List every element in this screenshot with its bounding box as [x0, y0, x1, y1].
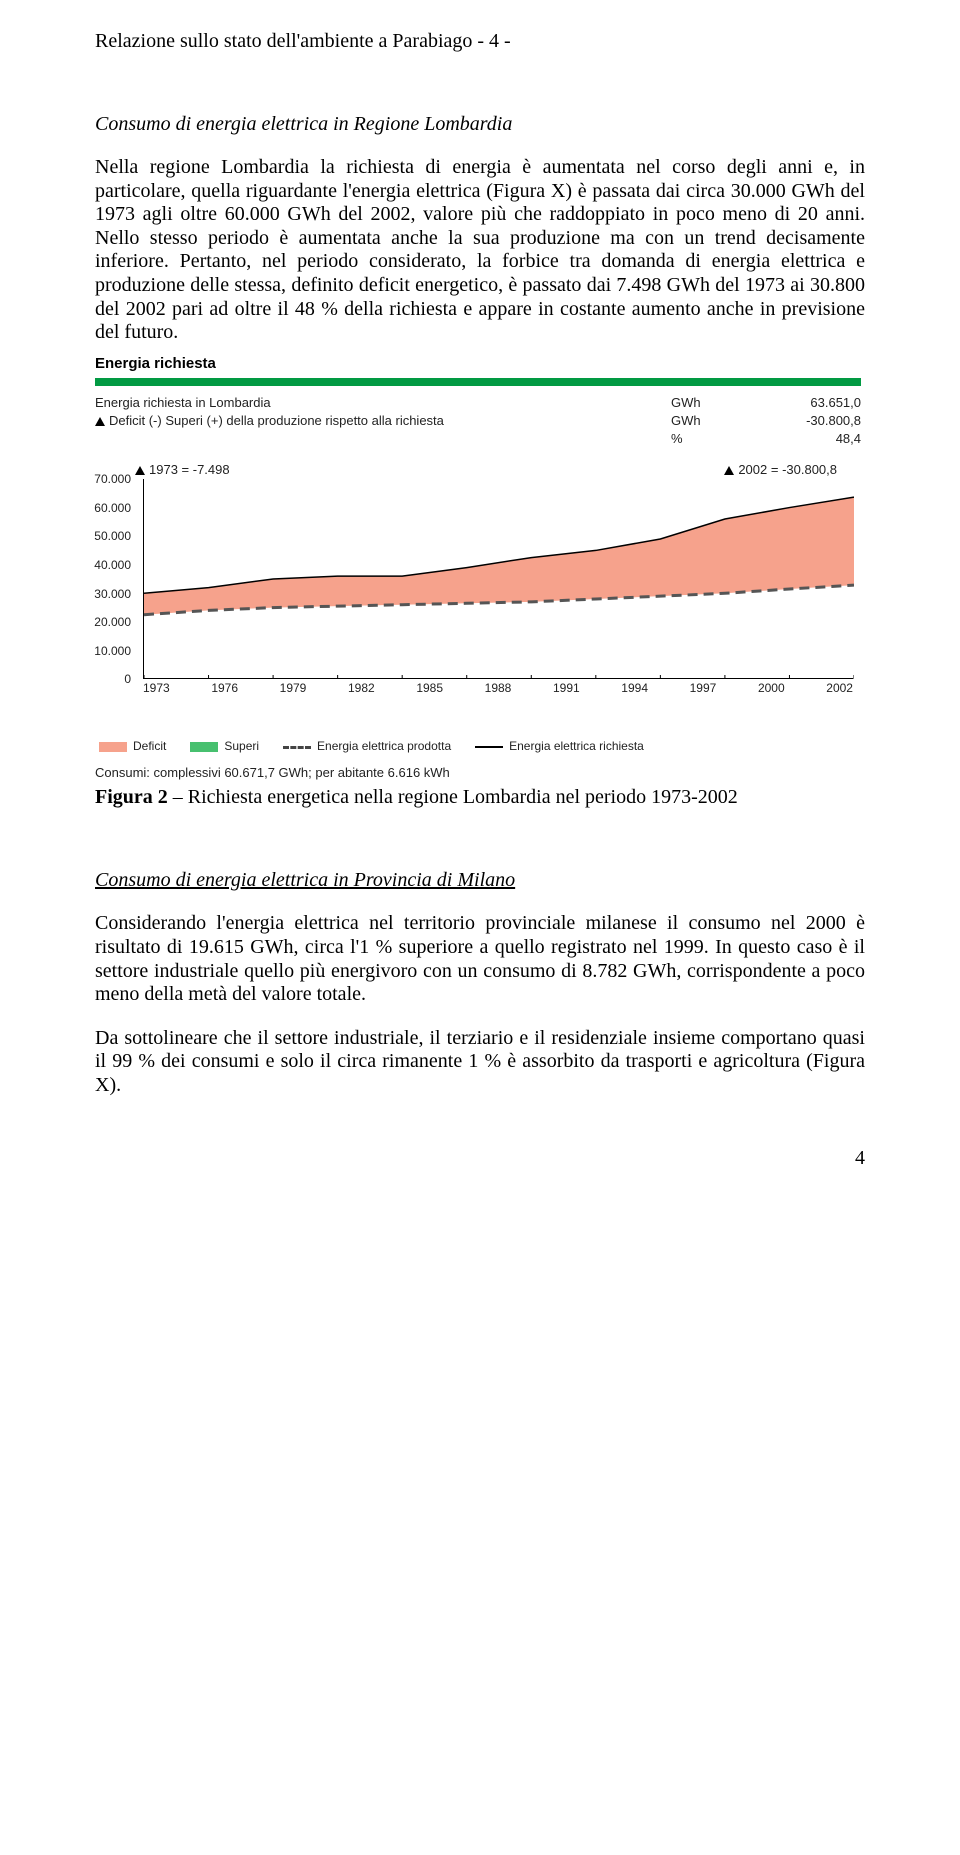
chart-meta: Energia richiesta in LombardiaGWh63.651,…: [95, 394, 861, 449]
x-tick-label: 1976: [211, 681, 238, 695]
paragraph-1: Nella regione Lombardia la richiesta di …: [95, 156, 865, 345]
figure-caption: Figura 2 – Richiesta energetica nella re…: [95, 786, 865, 809]
x-tick-label: 2002: [826, 681, 853, 695]
section1-title: Consumo di energia elettrica in Regione …: [95, 113, 865, 136]
chart-footer: Consumi: complessivi 60.671,7 GWh; per a…: [95, 765, 861, 780]
chart-title: Energia richiesta: [95, 355, 861, 372]
x-tick-label: 1973: [143, 681, 170, 695]
y-tick-label: 60.000: [87, 501, 131, 515]
x-tick-label: 2000: [758, 681, 785, 695]
x-tick-label: 1991: [553, 681, 580, 695]
x-tick-label: 1988: [485, 681, 512, 695]
page-header: Relazione sullo stato dell'ambiente a Pa…: [95, 30, 865, 53]
chart-meta-row: %48,4: [95, 430, 861, 448]
x-axis-labels: 1973 1976 1979 1982 1985 1988 1991 1994 1997 2000…: [143, 681, 853, 695]
x-tick-label: 1985: [416, 681, 443, 695]
energy-chart: Energia richiesta Energia richiesta in L…: [95, 355, 861, 781]
x-tick-label: 1979: [280, 681, 307, 695]
y-tick-label: 20.000: [87, 615, 131, 629]
y-tick-label: 40.000: [87, 558, 131, 572]
chart-meta-row: Energia richiesta in LombardiaGWh63.651,…: [95, 394, 861, 412]
anno-1973: 1973 = -7.498: [135, 462, 230, 477]
paragraph-2: Considerando l'energia elettrica nel ter…: [95, 912, 865, 1006]
x-tick-label: 1994: [621, 681, 648, 695]
paragraph-3: Da sottolineare che il settore industria…: [95, 1027, 865, 1098]
x-tick-label: 1997: [690, 681, 717, 695]
legend-superi: Superi: [190, 739, 259, 753]
y-tick-label: 30.000: [87, 587, 131, 601]
legend-prodotta: Energia elettrica prodotta: [283, 739, 451, 753]
section2-title: Consumo di energia elettrica in Provinci…: [95, 869, 865, 892]
legend-deficit: Deficit: [99, 739, 166, 753]
legend-richiesta: Energia elettrica richiesta: [475, 739, 644, 753]
y-tick-label: 50.000: [87, 529, 131, 543]
x-tick-label: 1982: [348, 681, 375, 695]
y-tick-label: 70.000: [87, 472, 131, 486]
chart-accent-bar: [95, 378, 861, 386]
chart-legend: Deficit Superi Energia elettrica prodott…: [95, 739, 861, 753]
chart-annotations: 1973 = -7.498 2002 = -30.800,8: [95, 462, 861, 477]
plot-area: [143, 479, 853, 679]
y-tick-label: 0: [87, 672, 131, 686]
chart-plot: 010.00020.00030.00040.00050.00060.00070.…: [95, 479, 861, 709]
page-number: 4: [95, 1147, 865, 1170]
y-tick-label: 10.000: [87, 644, 131, 658]
anno-2002: 2002 = -30.800,8: [724, 462, 837, 477]
chart-meta-row: Deficit (-) Superi (+) della produzione …: [95, 412, 861, 430]
